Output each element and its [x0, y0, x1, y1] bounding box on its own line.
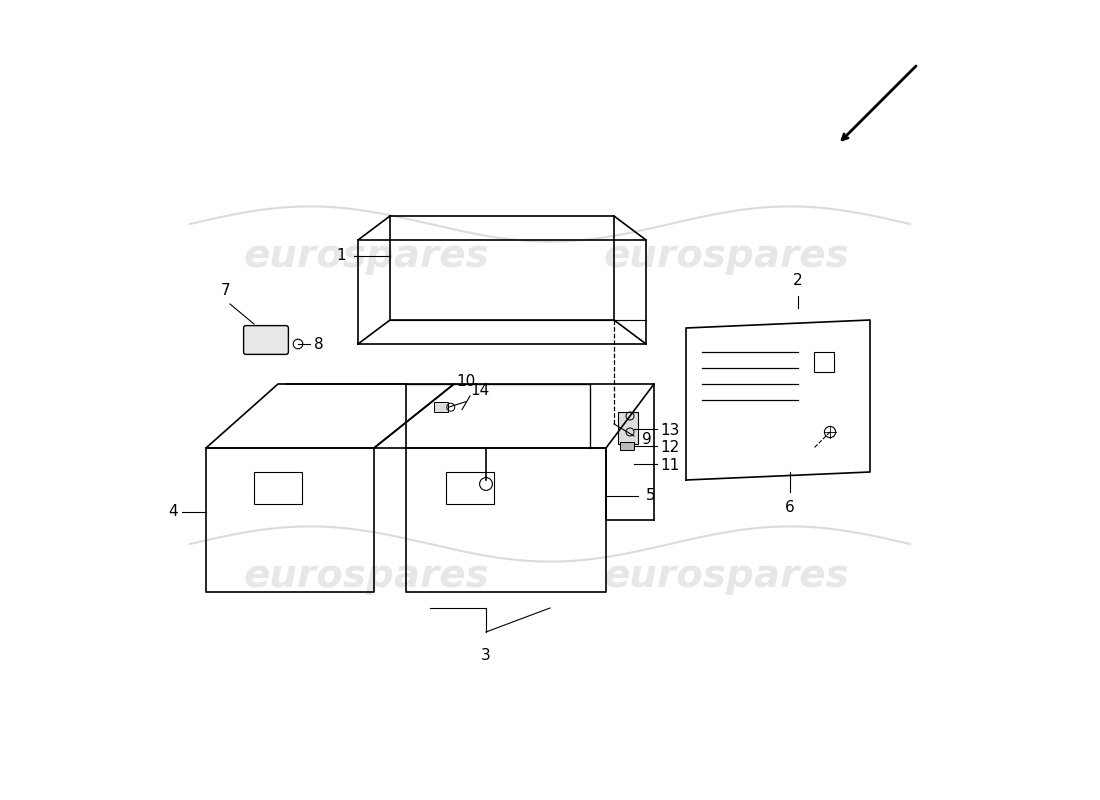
Bar [618, 412, 638, 444]
Text: 5: 5 [646, 489, 656, 503]
Text: 6: 6 [785, 500, 795, 515]
Bar [814, 352, 834, 372]
Text: 3: 3 [481, 648, 491, 663]
Bar [434, 402, 449, 412]
Bar [619, 442, 634, 450]
Text: eurospares: eurospares [243, 237, 488, 275]
Text: 8: 8 [314, 337, 323, 351]
Text: eurospares: eurospares [603, 557, 849, 595]
Text: 1: 1 [337, 249, 346, 263]
Bar [254, 472, 303, 504]
Text: 14: 14 [470, 383, 490, 398]
Bar [446, 472, 494, 504]
FancyBboxPatch shape [243, 326, 288, 354]
Text: 2: 2 [793, 273, 803, 288]
Text: 10: 10 [456, 374, 475, 389]
Text: eurospares: eurospares [243, 557, 488, 595]
Text: 13: 13 [660, 423, 680, 438]
Text: eurospares: eurospares [603, 237, 849, 275]
Text: 9: 9 [642, 433, 651, 447]
Text: 12: 12 [660, 441, 680, 455]
Text: 11: 11 [660, 458, 680, 473]
Text: 7: 7 [221, 282, 231, 298]
Text: 4: 4 [168, 505, 178, 519]
